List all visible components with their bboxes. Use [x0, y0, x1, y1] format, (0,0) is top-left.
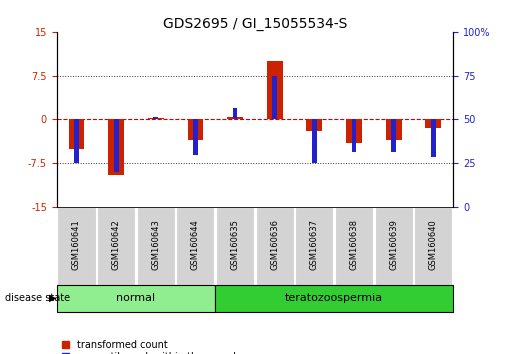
- Bar: [137, 207, 175, 285]
- Title: GDS2695 / GI_15055534-S: GDS2695 / GI_15055534-S: [163, 17, 347, 31]
- Text: ▶: ▶: [49, 293, 57, 303]
- Text: GSM160637: GSM160637: [310, 219, 319, 270]
- Bar: [375, 207, 413, 285]
- Bar: [346, 120, 362, 143]
- Text: normal: normal: [116, 293, 156, 303]
- Text: GSM160639: GSM160639: [389, 219, 398, 270]
- Bar: [216, 207, 254, 285]
- Bar: [272, 76, 277, 120]
- Bar: [233, 108, 237, 120]
- Text: GSM160635: GSM160635: [231, 219, 239, 270]
- Bar: [391, 120, 396, 152]
- Bar: [58, 207, 95, 285]
- Text: GSM160640: GSM160640: [429, 219, 438, 270]
- Bar: [74, 120, 79, 163]
- Bar: [148, 118, 164, 120]
- Text: GSM160642: GSM160642: [112, 219, 121, 270]
- Text: GSM160641: GSM160641: [72, 219, 81, 270]
- Bar: [431, 120, 436, 158]
- Legend: transformed count, percentile rank within the sample: transformed count, percentile rank withi…: [61, 339, 242, 354]
- Bar: [306, 120, 322, 131]
- Bar: [335, 207, 373, 285]
- Bar: [177, 207, 214, 285]
- Bar: [215, 285, 453, 312]
- Bar: [114, 120, 118, 172]
- Bar: [97, 207, 135, 285]
- Bar: [108, 120, 124, 175]
- Text: GSM160643: GSM160643: [151, 219, 160, 270]
- Bar: [352, 120, 356, 152]
- Bar: [425, 120, 441, 128]
- Bar: [153, 116, 158, 120]
- Text: GSM160636: GSM160636: [270, 219, 279, 270]
- Bar: [193, 120, 198, 154]
- Text: GSM160638: GSM160638: [350, 219, 358, 270]
- Bar: [296, 207, 333, 285]
- Bar: [256, 207, 294, 285]
- Bar: [227, 116, 243, 120]
- Bar: [386, 120, 402, 140]
- Bar: [312, 120, 317, 163]
- Bar: [68, 120, 84, 149]
- Bar: [57, 285, 215, 312]
- Bar: [415, 207, 452, 285]
- Text: teratozoospermia: teratozoospermia: [285, 293, 383, 303]
- Text: disease state: disease state: [5, 293, 70, 303]
- Bar: [187, 120, 203, 140]
- Text: GSM160644: GSM160644: [191, 219, 200, 270]
- Bar: [267, 61, 283, 120]
